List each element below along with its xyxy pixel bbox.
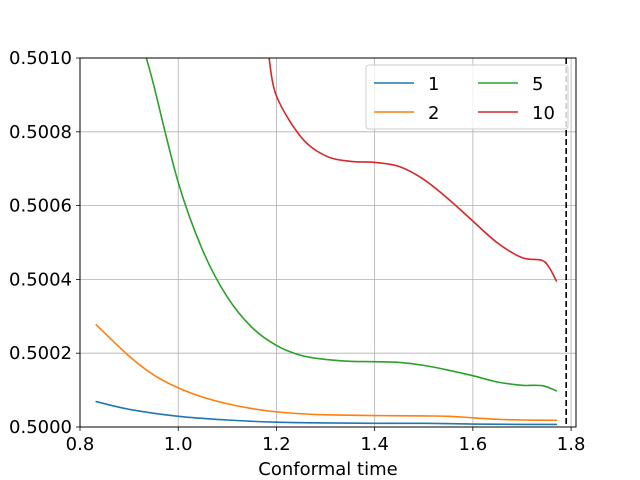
axis-ticks: 0.8 1.0 1.2 1.4 1.6 1.8 0.5000 0.5002 0.5004 0.50… xyxy=(9,48,585,455)
y-tick-label: 0.5000 xyxy=(9,417,72,438)
series-group xyxy=(95,58,558,426)
legend-label-10: 10 xyxy=(532,103,555,124)
series-line-2 xyxy=(95,323,558,422)
series-line-5 xyxy=(145,58,558,392)
y-tick-label: 0.5006 xyxy=(9,196,72,217)
x-axis-label: Conformal time xyxy=(258,459,397,480)
legend-label-5: 5 xyxy=(532,74,543,95)
x-tick-label: 1.0 xyxy=(164,434,193,455)
plot-frame xyxy=(79,57,577,428)
y-tick-label: 0.5004 xyxy=(9,269,72,290)
legend: 1 5 2 10 xyxy=(365,64,569,130)
x-tick-label: 1.2 xyxy=(262,434,291,455)
legend-label-1: 1 xyxy=(428,74,439,95)
series-line-10 xyxy=(268,58,558,282)
x-tick-label: 0.8 xyxy=(66,434,95,455)
y-tick-label: 0.5008 xyxy=(9,122,72,143)
x-tick-label: 1.8 xyxy=(557,434,586,455)
legend-label-2: 2 xyxy=(428,103,439,124)
x-tick-label: 1.6 xyxy=(459,434,488,455)
grid xyxy=(79,57,576,428)
x-tick-label: 1.4 xyxy=(360,434,389,455)
series-line-1 xyxy=(95,400,558,426)
y-tick-label: 0.5010 xyxy=(9,48,72,69)
legend-box xyxy=(365,64,569,130)
y-tick-label: 0.5002 xyxy=(9,343,72,364)
